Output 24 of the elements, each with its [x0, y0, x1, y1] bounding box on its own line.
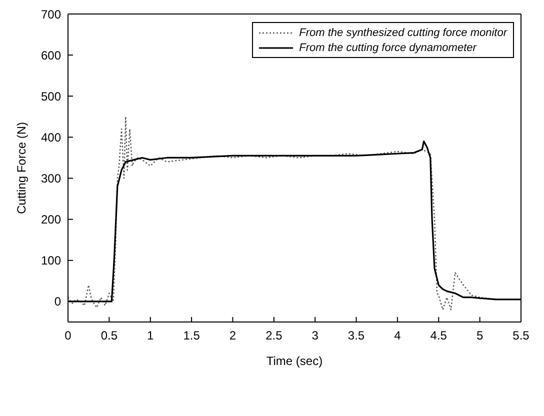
x-tick-label: 2	[229, 328, 236, 343]
y-tick-label: 100	[40, 254, 62, 268]
y-axis-title: Cutting Force (N)	[14, 122, 28, 214]
x-tick-label: 3	[312, 328, 319, 343]
x-tick-label: 4.5	[430, 328, 448, 343]
x-tick-label: 1.5	[183, 328, 200, 343]
y-tick-label: 400	[40, 130, 62, 144]
y-tick-label: 500	[40, 89, 62, 104]
y-tick-label: 200	[40, 212, 62, 227]
x-tick-label: 3.5	[348, 328, 365, 343]
y-tick-label: 0	[54, 294, 62, 309]
x-tick-label: 1	[147, 328, 154, 343]
x-tick-label: 0.5	[100, 328, 118, 343]
x-tick-label: 4	[394, 328, 402, 343]
x-tick-label: 5	[476, 328, 484, 343]
y-tick-label: 300	[40, 172, 62, 186]
x-tick-label: 2.5	[266, 328, 283, 343]
x-tick-label: 0	[64, 328, 72, 343]
y-tick-label: 700	[40, 7, 62, 22]
x-tick-label: 5.5	[512, 328, 530, 343]
legend-label: From the synthesized cutting force monitor	[299, 26, 507, 38]
legend-label: From the cutting force dynamometer	[299, 42, 476, 54]
y-tick-label: 600	[40, 48, 62, 62]
x-axis-title: Time (sec)	[266, 354, 323, 368]
